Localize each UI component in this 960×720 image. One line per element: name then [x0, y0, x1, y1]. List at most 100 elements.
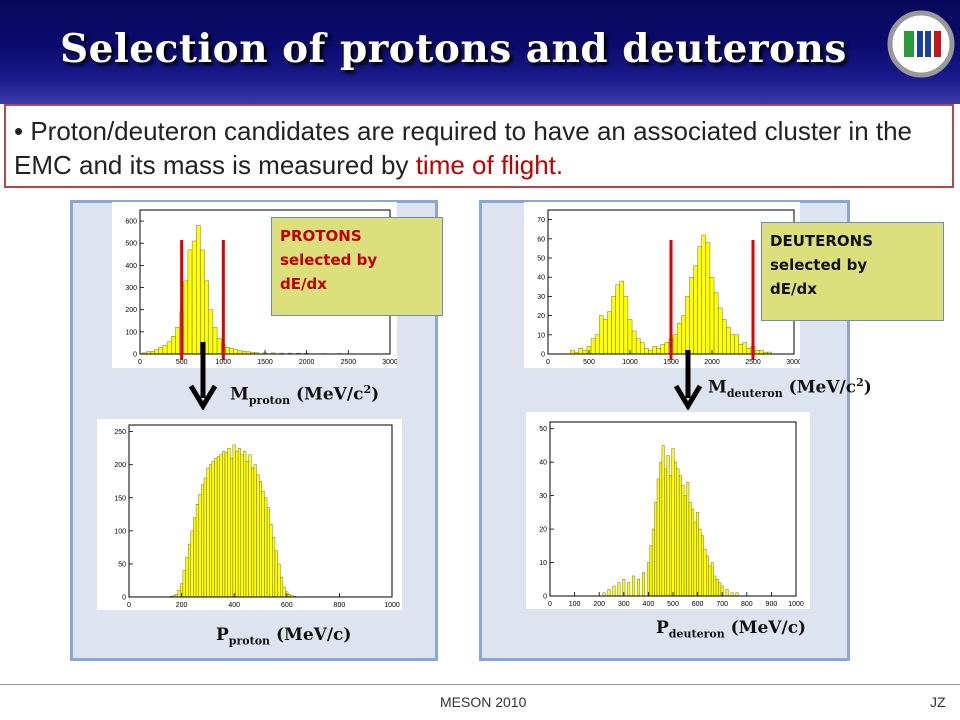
y-tick-label: 10	[537, 332, 545, 339]
x-tick-label: 1000	[788, 601, 804, 608]
y-tick-label: 400	[125, 263, 137, 270]
histogram-bar	[282, 586, 286, 598]
slide-title: Selection of protons and deuterons	[60, 26, 847, 72]
histogram-bar	[703, 548, 707, 597]
title-bar: Selection of protons and deuterons	[0, 0, 960, 104]
histogram-bar	[713, 292, 719, 355]
deuteron-momentum-label: Pdeuteron (MeV/c)	[656, 618, 807, 641]
histogram-bar	[607, 311, 612, 355]
histogram-bar	[648, 349, 653, 355]
histogram-bar	[696, 512, 700, 597]
histogram-bar	[681, 485, 685, 597]
histogram-bar	[693, 522, 697, 597]
histogram-bar	[617, 582, 621, 597]
x-tick-label: 300	[618, 601, 630, 608]
histogram-bar	[280, 576, 284, 598]
histogram-bar	[730, 592, 734, 597]
histogram-bar	[715, 579, 719, 597]
histogram-bar	[612, 585, 616, 597]
y-tick-label: 40	[539, 460, 547, 467]
callout-line-2: selected by	[770, 256, 868, 274]
histogram-bar	[611, 296, 616, 355]
x-tick-label: 2000	[704, 359, 720, 366]
x-tick-label: 500	[583, 359, 595, 366]
histogram-bar	[603, 319, 608, 355]
y-tick-label: 200	[114, 462, 126, 469]
histogram-bar	[689, 276, 694, 355]
y-tick-label: 100	[125, 329, 137, 336]
footer-center: MESON 2010	[440, 694, 527, 710]
proton-mass-label: Mproton (MeV/c2)	[230, 383, 380, 408]
footer-right: JZ	[930, 694, 946, 710]
histogram-bar	[709, 276, 715, 355]
histogram-bar	[264, 497, 268, 598]
histogram-bar	[654, 502, 658, 597]
histogram-bar	[582, 349, 588, 355]
x-tick-label: 0	[546, 359, 550, 366]
histogram-bar	[237, 447, 241, 598]
histogram-bar	[661, 445, 665, 597]
histogram-bar	[735, 592, 739, 597]
histogram-bar	[691, 508, 695, 597]
histogram-bar	[233, 349, 239, 355]
histogram-bar	[678, 475, 682, 597]
x-tick-label: 400	[228, 602, 240, 609]
histogram-bar	[742, 342, 748, 355]
y-tick-label: 150	[114, 495, 126, 502]
histogram-bar	[734, 334, 739, 355]
histogram-bar	[274, 550, 278, 598]
x-tick-label: 0	[138, 359, 142, 366]
histogram-bar	[666, 455, 670, 597]
y-tick-label: 600	[125, 219, 137, 226]
histogram-bar	[693, 265, 698, 355]
histogram-bar	[664, 468, 668, 597]
callout-line-1: PROTONS	[280, 227, 362, 245]
histogram-bar	[230, 457, 234, 598]
histogram-bar	[708, 565, 712, 597]
x-tick-label: 3000	[786, 359, 800, 366]
x-tick-label: 400	[643, 601, 655, 608]
x-tick-label: 500	[176, 359, 188, 366]
histogram-bar	[258, 481, 263, 598]
deuteron-mass-plot: 0 500 1000 1500 2000 2500 3000 0 10 20 30 40 50 60 70	[524, 202, 800, 368]
histogram-bar	[599, 315, 604, 355]
histogram-bar	[631, 330, 637, 355]
histogram-bar	[266, 507, 270, 598]
histogram-bar	[722, 319, 727, 355]
y-tick-label: 200	[125, 307, 137, 314]
bullet-main: Proton/deuteron candidates are required …	[14, 116, 913, 180]
x-tick-label: 200	[593, 601, 605, 608]
x-tick-label: 800	[741, 601, 753, 608]
histogram-bar	[154, 349, 159, 355]
histogram-bar	[701, 535, 704, 597]
histogram-bar	[738, 344, 743, 355]
histogram-bar	[253, 464, 257, 598]
x-tick-label: 1000	[384, 602, 400, 609]
y-tick-label: 30	[539, 493, 547, 500]
histogram-bar	[158, 347, 164, 355]
y-tick-label: 0	[543, 594, 547, 601]
histogram-bar	[676, 468, 680, 597]
histogram-bar	[730, 334, 735, 355]
callout-line-1: DEUTERONS	[770, 232, 874, 250]
histogram-bar	[664, 342, 670, 355]
histogram-bar	[248, 454, 252, 598]
histogram-bar	[175, 327, 180, 355]
bullet-marker: •	[14, 116, 24, 146]
histogram-bar	[195, 504, 199, 598]
histogram-bar	[219, 454, 223, 598]
histogram-bar	[688, 502, 692, 597]
x-tick-label: 200	[176, 602, 188, 609]
histogram-bar	[642, 572, 645, 597]
y-tick-label: 300	[125, 285, 137, 292]
histogram-bar	[196, 225, 201, 355]
x-tick-label: 1000	[622, 359, 638, 366]
histogram-bar	[619, 280, 625, 355]
bullet-text: • Proton/deuteron candidates are require…	[14, 114, 944, 182]
y-tick-label: 20	[537, 313, 545, 320]
y-tick-label: 0	[122, 595, 126, 602]
histogram-bar	[652, 346, 657, 355]
histogram-bar	[746, 348, 752, 355]
y-tick-label: 250	[114, 429, 126, 436]
y-tick-label: 20	[539, 527, 547, 534]
